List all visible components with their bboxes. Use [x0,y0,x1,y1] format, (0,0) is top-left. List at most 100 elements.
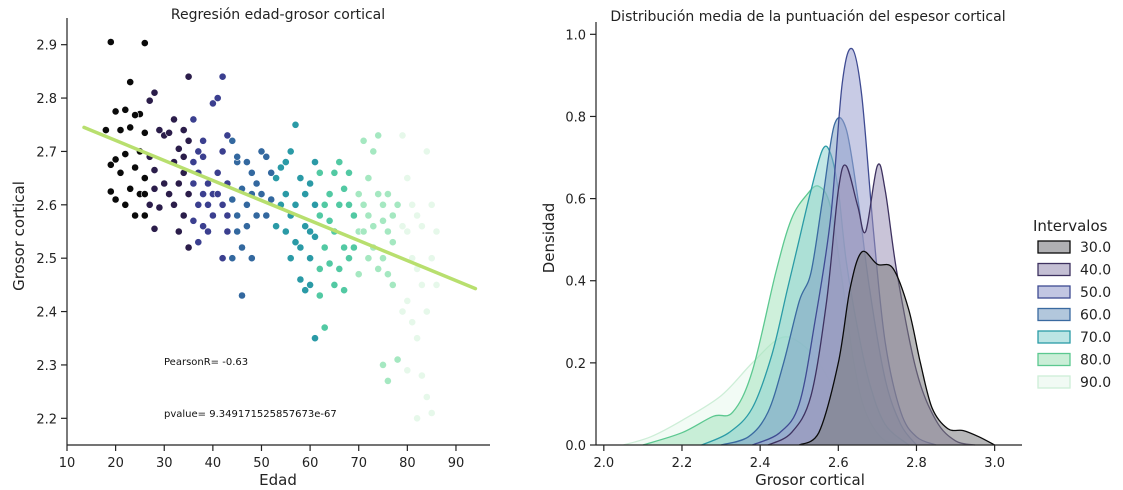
scatter-point [315,264,324,273]
density-x-tick-label: 2.6 [828,456,849,471]
scatter-point [252,211,261,220]
scatter-point [359,136,368,145]
scatter-point [345,200,353,209]
pearson-annotation: PearsonR= -0.63 [164,357,248,368]
density-x-tick-label: 2.0 [593,456,614,471]
scatter-point [179,211,188,220]
scatter-point [116,168,125,177]
scatter-point [252,179,261,188]
scatter-point [165,190,173,198]
scatter-point [140,128,149,137]
scatter-point [189,179,198,188]
scatter-point [364,174,373,182]
scatter-point [403,227,412,236]
scatter-point [155,126,164,135]
scatter-point [199,152,207,161]
density-chart: Distribución media de la puntuación del … [540,9,1111,489]
scatter-point [223,211,232,220]
density-x-tick-label: 3.0 [984,456,1005,471]
legend-label: 90.0 [1080,375,1111,391]
scatter-y-tick-label: 2.8 [36,92,57,107]
scatter-point [388,280,397,289]
scatter-point [432,280,441,289]
scatter-point [218,200,227,209]
scatter-y-tick-label: 2.6 [36,199,57,214]
scatter-x-tick-label: 30 [156,456,173,471]
scatter-point [121,150,130,158]
scatter-point [311,200,319,209]
scatter-point [354,190,363,198]
scatter-point [388,211,397,220]
scatter-point [204,227,212,236]
scatter-point [276,163,285,172]
scatter-point [325,190,334,198]
scatter-point [340,286,348,295]
scatter-point [335,264,344,273]
scatter-y-tick-label: 2.7 [36,145,57,160]
scatter-point [291,238,300,247]
scatter-point [145,96,154,105]
legend-swatch [1037,330,1071,344]
scatter-point [408,200,417,209]
scatter-point [345,254,353,263]
scatter-point [218,254,227,263]
scatter-point [208,211,217,220]
scatter-point [398,222,407,231]
density-x-tick-label: 2.8 [906,456,927,471]
scatter-point [111,155,120,164]
scatter-point [228,195,237,204]
scatter-point [379,200,387,209]
scatter-point [208,99,217,108]
scatter-point [315,168,324,177]
scatter-point [374,190,383,198]
scatter-point [121,200,130,209]
density-area-30-0 [799,251,995,445]
scatter-point [213,190,222,198]
scatter-x-ticks: 10 20 30 40 50 60 70 80 90 [59,445,464,471]
scatter-point [126,184,135,193]
scatter-point [379,360,387,369]
scatter-point [393,200,402,209]
legend-title: Intervalos [1033,217,1108,235]
scatter-x-tick-label: 20 [107,456,124,471]
scatter-point [320,200,329,209]
scatter-point [233,227,242,236]
scatter-point [218,72,227,81]
scatter-point [170,115,178,124]
scatter-point [121,105,130,114]
scatter-point [111,107,120,116]
scatter-point [272,174,280,182]
scatter-point [102,126,110,135]
scatter-point [403,174,412,182]
scatter-point [369,147,378,156]
scatter-point [238,243,246,252]
scatter-point [179,152,188,161]
scatter-y-tick-label: 2.9 [36,39,57,54]
scatter-x-axis-title: Edad [259,471,297,489]
scatter-point [301,286,310,295]
scatter-point [155,203,164,212]
scatter-y-tick-label: 2.4 [36,306,57,321]
scatter-point [383,376,392,385]
scatter-point [335,200,344,209]
scatter-point [179,126,188,135]
scatter-point [330,280,339,289]
scatter-point [286,254,295,263]
scatter-point [247,168,256,177]
legend-swatch [1037,240,1071,254]
scatter-point [140,190,149,198]
scatter-point [393,355,402,364]
scatter-point [242,200,251,209]
scatter-point [213,168,222,177]
scatter-x-tick-label: 50 [253,456,270,471]
scatter-point [223,227,232,236]
scatter-point [194,200,203,209]
scatter-point [427,409,436,417]
scatter-x-tick-label: 10 [59,456,76,471]
scatter-point [184,243,193,252]
scatter-point [184,72,193,81]
legend-swatch [1037,375,1071,389]
scatter-point [262,211,271,220]
scatter-point [388,238,397,247]
scatter-point [204,200,212,209]
